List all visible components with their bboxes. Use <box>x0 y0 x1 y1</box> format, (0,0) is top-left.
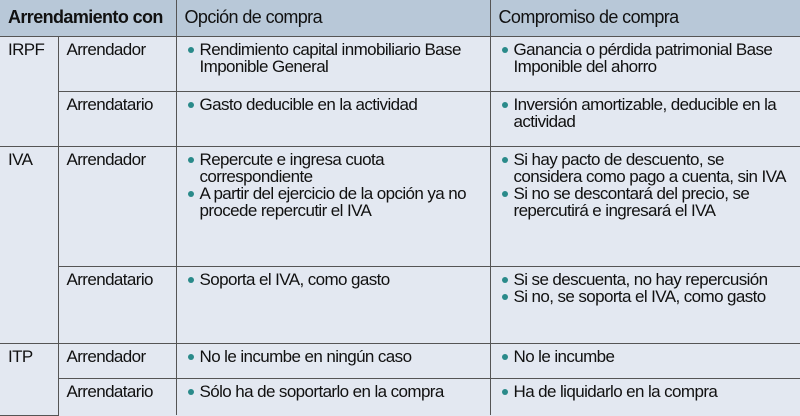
bullet-list: Repercute e ingresa cuota correspondient… <box>185 151 482 219</box>
tax-cell: ITP <box>0 342 59 416</box>
list-item: A partir del ejercicio de la opción ya n… <box>185 185 482 219</box>
bullet-list: Sólo ha de soportarlo en la compra <box>185 383 482 400</box>
role-cell: Arrendador <box>57 342 177 379</box>
bullet-list: Ganancia o pérdida patrimonial Base Impo… <box>499 41 793 75</box>
list-item: No le incumbe <box>499 348 793 365</box>
role-cell: Arrendatario <box>58 377 177 415</box>
bullet-list: Gasto deducible en la actividad <box>185 96 482 113</box>
list-item: Si hay pacto de descuento, se considera … <box>499 151 793 185</box>
list-item: Rendimiento capital inmobiliario Base Im… <box>185 41 482 75</box>
header-row: Arrendamiento con Opción de compra Compr… <box>0 0 800 37</box>
role-cell: Arrendatario <box>58 90 177 147</box>
table-row: Arrendatario Sólo ha de soportarlo en la … <box>0 377 800 415</box>
opcion-cell: Rendimiento capital inmobiliario Base Im… <box>175 35 491 92</box>
table-row: IRPF Arrendador Rendimiento capital inmobi… <box>0 35 800 147</box>
compromiso-cell: Si se descuenta, no hay repercusión Si no… <box>489 265 800 344</box>
compromiso-cell: Si hay pacto de descuento, se considera … <box>489 145 800 267</box>
bullet-list: Soporta el IVA, como gasto <box>185 271 482 288</box>
table-row: IVA Arrendador Repercute e ingresa cuota c… <box>0 145 800 344</box>
table-row: Arrendatario Soporta el IVA, como gasto Si… <box>0 265 800 344</box>
tax-cell: IRPF <box>0 35 59 147</box>
bullet-list: Ha de liquidarlo en la compra <box>499 383 793 400</box>
list-item: Inversión amortizable, deducible en la a… <box>499 96 793 130</box>
opcion-cell: Gasto deducible en la actividad <box>175 90 491 147</box>
header-arrendamiento: Arrendamiento con <box>0 0 177 37</box>
list-item: Ha de liquidarlo en la compra <box>499 383 793 400</box>
opcion-cell: Sólo ha de soportarlo en la compra <box>175 377 491 415</box>
opcion-cell: No le incumbe en ningún caso <box>175 342 491 379</box>
compromiso-cell: Ganancia o pérdida patrimonial Base Impo… <box>489 35 800 92</box>
list-item: Si no se descontará del precio, se reper… <box>499 185 793 219</box>
compromiso-cell: No le incumbe <box>489 342 800 379</box>
bullet-list: Si se descuenta, no hay repercusión Si no… <box>499 271 793 305</box>
role-cell: Arrendatario <box>58 265 177 344</box>
bullet-list: Rendimiento capital inmobiliario Base Im… <box>185 41 482 75</box>
table-row: ITP Arrendador No le incumbe en ningún cas… <box>0 342 800 416</box>
bullet-list: No le incumbe <box>499 348 793 365</box>
opcion-cell: Soporta el IVA, como gasto <box>175 265 491 344</box>
list-item: Gasto deducible en la actividad <box>185 96 482 113</box>
list-item: No le incumbe en ningún caso <box>185 348 482 365</box>
bullet-list: Si hay pacto de descuento, se considera … <box>499 151 793 219</box>
list-item: Sólo ha de soportarlo en la compra <box>185 383 482 400</box>
role-cell: Arrendador <box>57 35 177 92</box>
role-cell: Arrendador <box>57 145 177 267</box>
bullet-list: Inversión amortizable, deducible en la a… <box>499 96 793 130</box>
opcion-cell: Repercute e ingresa cuota correspondient… <box>175 145 491 267</box>
list-item: Ganancia o pérdida patrimonial Base Impo… <box>499 41 793 75</box>
list-item: Si se descuenta, no hay repercusión <box>499 271 793 288</box>
header-opcion-compra: Opción de compra <box>175 0 491 37</box>
compromiso-cell: Inversión amortizable, deducible en la a… <box>489 90 800 147</box>
list-item: Soporta el IVA, como gasto <box>185 271 482 288</box>
list-item: Repercute e ingresa cuota correspondient… <box>185 151 482 185</box>
tax-cell: IVA <box>0 145 59 344</box>
bullet-list: No le incumbe en ningún caso <box>185 348 482 365</box>
compromiso-cell: Ha de liquidarlo en la compra <box>489 377 800 415</box>
list-item: Si no, se soporta el IVA, como gasto <box>499 288 793 305</box>
header-compromiso-compra: Compromiso de compra <box>489 0 800 37</box>
table-row: Arrendatario Gasto deducible en la activi… <box>0 90 800 147</box>
